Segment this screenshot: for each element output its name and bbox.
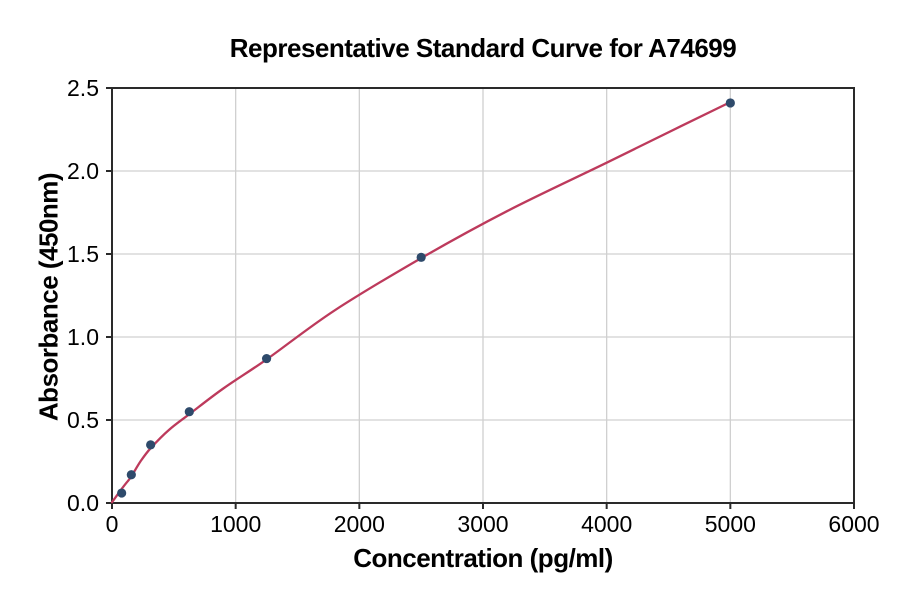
data-point-marker (416, 252, 426, 262)
data-point-marker (117, 488, 127, 498)
x-tick-label: 1000 (210, 511, 261, 537)
data-point-marker (184, 407, 194, 417)
chart-title: Representative Standard Curve for A74699 (229, 33, 737, 63)
y-tick-label: 2.0 (67, 158, 99, 184)
fit-curve-line (110, 100, 732, 504)
y-tick-label: 1.5 (67, 241, 99, 267)
x-tick-label: 3000 (457, 511, 508, 537)
data-point-marker (725, 98, 735, 108)
x-tick-label: 6000 (828, 511, 879, 537)
x-tick-label: 4000 (581, 511, 632, 537)
x-axis-label: Concentration (pg/ml) (353, 543, 613, 573)
y-axis-label: Absorbance (450nm) (33, 172, 64, 422)
x-tick-label: 0 (106, 511, 119, 537)
y-tick-label: 0.0 (67, 490, 99, 516)
x-tick-label: 2000 (334, 511, 385, 537)
y-tick-label: 1.0 (67, 324, 99, 350)
data-point-marker (146, 440, 156, 450)
data-point-marker (126, 470, 136, 480)
y-tick-label: 2.5 (67, 75, 99, 101)
y-tick-label: 0.5 (67, 407, 99, 433)
x-tick-label: 5000 (705, 511, 756, 537)
data-point-marker (261, 353, 272, 364)
